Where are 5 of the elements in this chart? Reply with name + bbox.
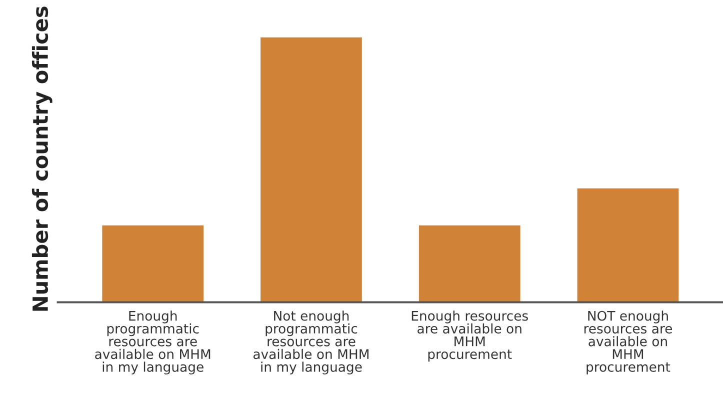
- x-tick-label: NOT enough resources are available on MHM procurement: [584, 310, 672, 374]
- x-tick-label: Enough resources are available on MHM procurement: [412, 310, 528, 362]
- x-tick-label: Not enough programmatic resources are available on MHM in my language: [253, 310, 368, 374]
- x-tick-label: Enough programmatic resources are available on MHM in my language: [95, 310, 210, 374]
- y-axis-title: Number of country offices: [32, 6, 52, 311]
